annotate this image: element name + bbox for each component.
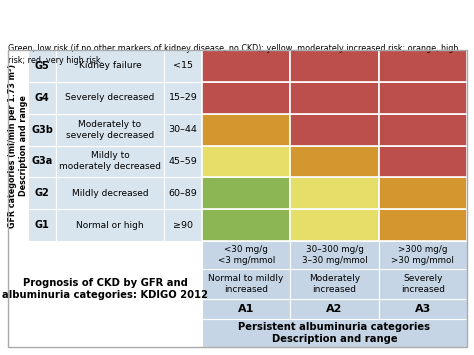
Bar xyxy=(202,50,291,82)
Bar xyxy=(291,82,379,114)
Text: GFR categories (ml/min per 1.73 m²)
Description and range: GFR categories (ml/min per 1.73 m²) Desc… xyxy=(8,64,28,228)
Bar xyxy=(291,114,379,146)
Bar xyxy=(164,82,202,114)
Bar xyxy=(291,209,379,241)
Bar xyxy=(202,209,291,241)
Text: Mildly decreased: Mildly decreased xyxy=(72,189,148,198)
Bar xyxy=(202,319,467,347)
Bar xyxy=(56,146,164,178)
Bar xyxy=(202,114,291,146)
Bar xyxy=(202,178,291,209)
Bar xyxy=(291,269,379,299)
Bar xyxy=(164,146,202,178)
Bar xyxy=(202,82,291,114)
Bar xyxy=(379,146,467,178)
Bar xyxy=(379,299,467,319)
Text: G5: G5 xyxy=(35,61,49,71)
Bar xyxy=(379,269,467,299)
Bar xyxy=(291,178,379,209)
Text: <30 mg/g
<3 mg/mmol: <30 mg/g <3 mg/mmol xyxy=(218,245,275,265)
Text: Persistent albuminuria categories
Description and range: Persistent albuminuria categories Descri… xyxy=(238,322,430,344)
Text: >300 mg/g
>30 mg/mmol: >300 mg/g >30 mg/mmol xyxy=(392,245,454,265)
Text: Green, low risk (if no other markers of kidney disease, no CKD); yellow, moderat: Green, low risk (if no other markers of … xyxy=(8,44,458,65)
Bar xyxy=(379,241,467,269)
Bar xyxy=(202,269,291,299)
Text: G2: G2 xyxy=(35,188,49,198)
Text: 30–44: 30–44 xyxy=(169,125,198,134)
Bar xyxy=(291,146,379,178)
Bar xyxy=(164,50,202,82)
Text: ≥90: ≥90 xyxy=(173,220,193,230)
Bar xyxy=(56,82,164,114)
Text: A3: A3 xyxy=(415,304,431,314)
Text: <15: <15 xyxy=(173,61,193,70)
Bar xyxy=(202,146,291,178)
Text: 15–29: 15–29 xyxy=(169,93,197,102)
Bar xyxy=(28,50,56,82)
Text: A1: A1 xyxy=(238,304,255,314)
Bar xyxy=(291,241,379,269)
Text: 30–300 mg/g
3–30 mg/mmol: 30–300 mg/g 3–30 mg/mmol xyxy=(301,245,367,265)
Bar xyxy=(56,114,164,146)
Text: G3b: G3b xyxy=(31,125,53,135)
Bar xyxy=(56,209,164,241)
Bar xyxy=(164,209,202,241)
Bar xyxy=(379,50,467,82)
Text: Moderately
increased: Moderately increased xyxy=(309,274,360,294)
Bar xyxy=(202,299,291,319)
Text: G3a: G3a xyxy=(31,157,53,166)
Text: G4: G4 xyxy=(35,93,49,103)
Text: Severely
increased: Severely increased xyxy=(401,274,445,294)
Text: A2: A2 xyxy=(326,304,343,314)
Bar xyxy=(291,299,379,319)
Bar xyxy=(164,178,202,209)
Bar xyxy=(379,82,467,114)
Bar xyxy=(379,178,467,209)
Text: Normal to mildly
increased: Normal to mildly increased xyxy=(209,274,284,294)
Bar xyxy=(379,114,467,146)
Text: 60–89: 60–89 xyxy=(169,189,197,198)
Bar xyxy=(28,146,56,178)
Text: Kidney failure: Kidney failure xyxy=(79,61,141,70)
Bar xyxy=(202,241,291,269)
Bar xyxy=(28,209,56,241)
Text: Normal or high: Normal or high xyxy=(76,220,144,230)
Bar xyxy=(56,178,164,209)
Bar xyxy=(164,114,202,146)
Bar xyxy=(8,241,202,347)
Text: 45–59: 45–59 xyxy=(169,157,197,166)
Bar xyxy=(28,178,56,209)
Bar xyxy=(379,209,467,241)
Bar xyxy=(28,82,56,114)
Text: G1: G1 xyxy=(35,220,49,230)
Bar xyxy=(28,114,56,146)
Text: Severely decreased: Severely decreased xyxy=(65,93,155,102)
Bar xyxy=(8,50,467,347)
Text: Mildly to
moderately decreased: Mildly to moderately decreased xyxy=(59,151,161,171)
Text: Moderately to
severely decreased: Moderately to severely decreased xyxy=(66,120,154,140)
Bar xyxy=(291,50,379,82)
Bar xyxy=(56,50,164,82)
Text: Prognosis of CKD by GFR and
albuminuria categories: KDIGO 2012: Prognosis of CKD by GFR and albuminuria … xyxy=(2,278,208,300)
